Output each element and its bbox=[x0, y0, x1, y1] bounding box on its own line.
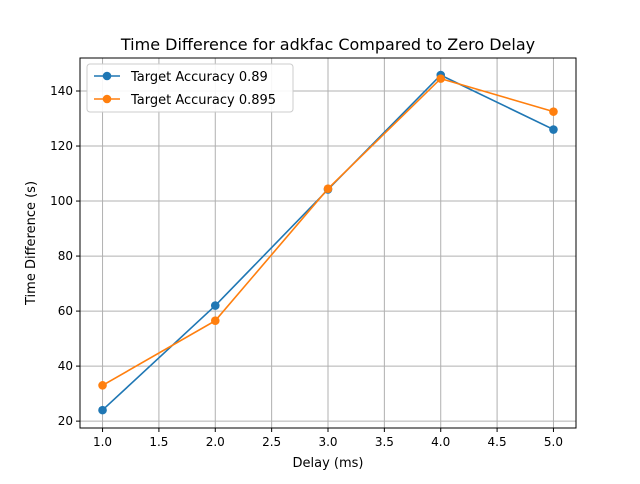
legend: Target Accuracy 0.89 Target Accuracy 0.89… bbox=[86, 63, 294, 113]
series-2-point bbox=[549, 107, 558, 116]
series-1-point bbox=[549, 125, 558, 134]
series-2-point bbox=[323, 184, 333, 193]
x-tick-label: 2.5 bbox=[262, 435, 281, 449]
series-2-point bbox=[210, 316, 220, 326]
x-tick-label: 5.0 bbox=[544, 435, 563, 449]
x-tick-label: 3.0 bbox=[318, 435, 337, 449]
x-tick-label: 1.0 bbox=[93, 435, 112, 449]
y-axis-label: Time Difference (s) bbox=[24, 181, 39, 306]
x-tick-label: 3.5 bbox=[375, 435, 394, 449]
y-tick-label: 60 bbox=[58, 304, 73, 318]
y-tick-label: 120 bbox=[50, 139, 73, 153]
series-2 bbox=[98, 74, 558, 390]
y-tick-label: 20 bbox=[58, 414, 73, 428]
chart-title: Time Difference for adkfac Compared to Z… bbox=[120, 35, 535, 54]
series-layer bbox=[98, 70, 558, 415]
series-2-point bbox=[98, 381, 107, 390]
legend-label-1: Target Accuracy 0.89 bbox=[130, 70, 268, 85]
y-tick-label: 40 bbox=[58, 359, 73, 373]
legend-marker-2 bbox=[102, 94, 112, 104]
x-tick-label: 4.0 bbox=[431, 435, 450, 449]
x-axis-label: Delay (ms) bbox=[293, 456, 364, 471]
legend-items: Target Accuracy 0.89 Target Accuracy 0.89… bbox=[94, 70, 276, 108]
legend-box bbox=[86, 63, 294, 113]
grid bbox=[80, 58, 576, 428]
x-axis: 1.0 1.5 2.0 2.5 3.0 3.5 4.0 4.5 5.0 bbox=[93, 428, 563, 449]
legend-marker-1 bbox=[102, 71, 112, 81]
y-axis: 20 40 60 80 100 120 140 bbox=[50, 84, 80, 428]
series-1-point bbox=[98, 405, 107, 415]
y-tick-label: 80 bbox=[58, 249, 73, 263]
series-2-point bbox=[436, 74, 446, 83]
x-tick-label: 2.0 bbox=[206, 435, 225, 449]
x-tick-label: 1.5 bbox=[149, 435, 168, 449]
legend-label-2: Target Accuracy 0.895 bbox=[130, 93, 276, 108]
y-tick-label: 140 bbox=[50, 84, 73, 98]
series-1-point bbox=[210, 301, 220, 310]
y-tick-label: 100 bbox=[50, 194, 73, 208]
x-tick-label: 4.5 bbox=[488, 435, 507, 449]
